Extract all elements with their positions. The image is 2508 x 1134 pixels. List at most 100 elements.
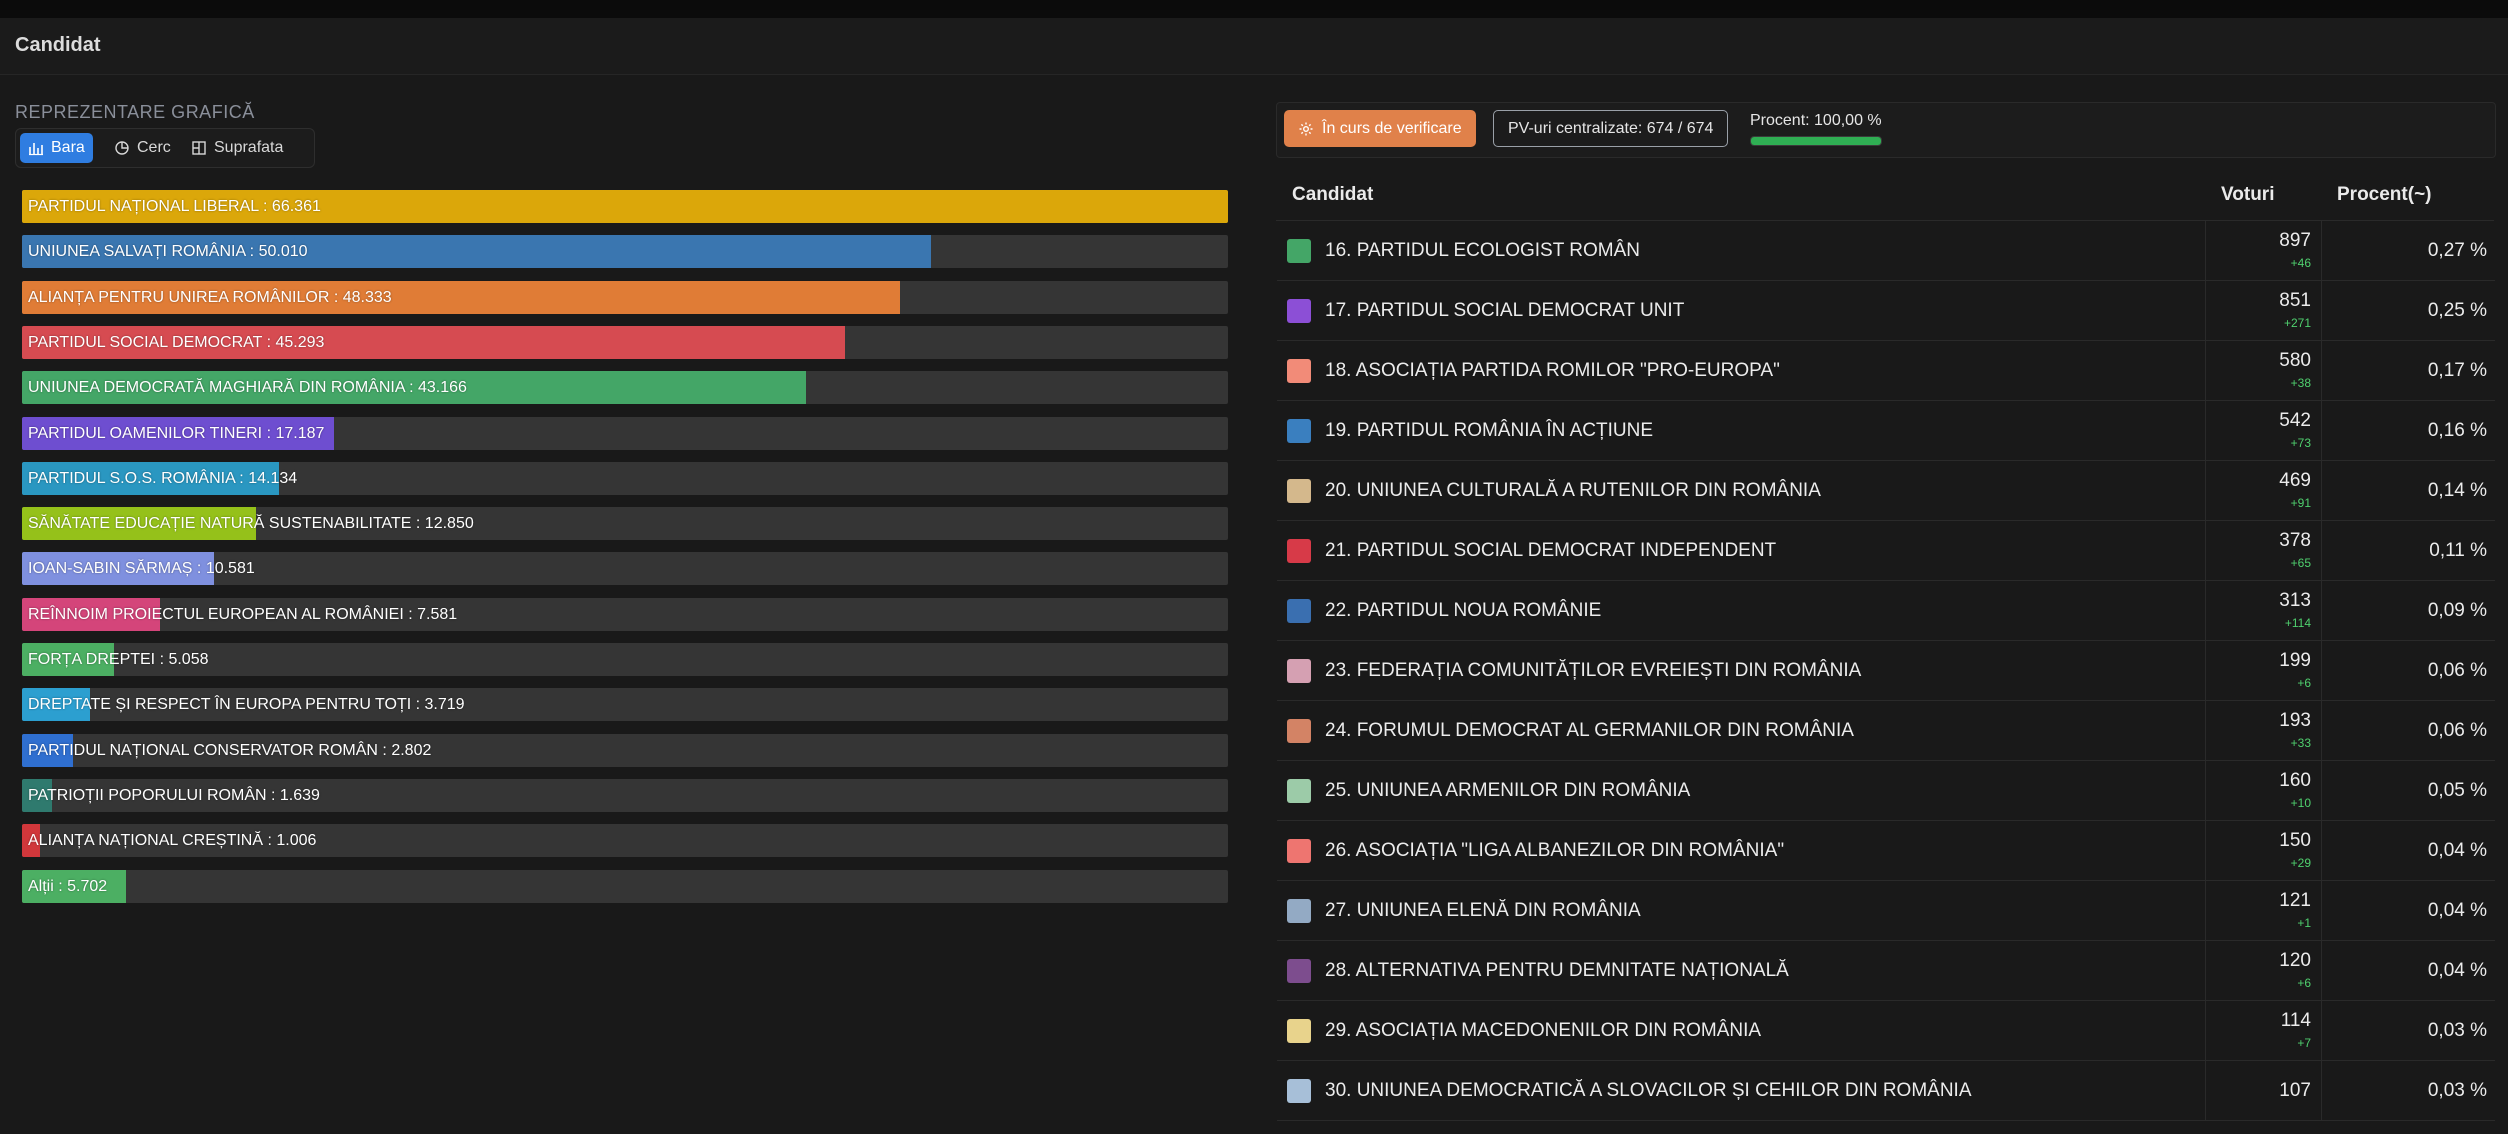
bar-row[interactable]: PARTIDUL SOCIAL DEMOCRAT : 45.293 xyxy=(22,326,1228,359)
table-row[interactable]: 26. ASOCIAȚIA "LIGA ALBANEZILOR DIN ROMÂ… xyxy=(1277,821,2495,881)
bar-row[interactable]: SĂNĂTATE EDUCAȚIE NATURĂ SUSTENABILITATE… xyxy=(22,507,1228,540)
table-row[interactable]: 27. UNIUNEA ELENĂ DIN ROMÂNIA 121 +1 0,04 % xyxy=(1277,881,2495,941)
bar-label: SĂNĂTATE EDUCAȚIE NATURĂ SUSTENABILITATE… xyxy=(28,515,474,532)
percent-value: 0,05 % xyxy=(2427,780,2487,801)
bar-row[interactable]: UNIUNEA SALVAȚI ROMÂNIA : 50.010 xyxy=(22,235,1228,268)
color-swatch xyxy=(1287,719,1311,743)
votes-value: 114 xyxy=(2280,1010,2311,1031)
color-swatch xyxy=(1287,959,1311,983)
color-swatch xyxy=(1287,779,1311,803)
votes-cell: 378 +65 xyxy=(2206,521,2322,580)
tab-suprafata[interactable]: Suprafata xyxy=(183,133,291,163)
votes-delta: +7 xyxy=(2297,1036,2311,1050)
percent-cell: 0,17 % xyxy=(2322,341,2495,400)
percent-cell: 0,04 % xyxy=(2322,821,2495,880)
votes-value: 580 xyxy=(2279,350,2311,371)
top-strip xyxy=(0,0,2508,18)
percent-value: 0,06 % xyxy=(2427,720,2487,741)
bar-row[interactable]: UNIUNEA DEMOCRATĂ MAGHIARĂ DIN ROMÂNIA :… xyxy=(22,371,1228,404)
bar-label: PARTIDUL S.O.S. ROMÂNIA : 14.134 xyxy=(28,470,298,487)
table-row[interactable]: 28. ALTERNATIVA PENTRU DEMNITATE NAȚIONA… xyxy=(1277,941,2495,1001)
bar-row[interactable]: PARTIDUL NAȚIONAL LIBERAL : 66.361 xyxy=(22,190,1228,223)
table-row[interactable]: 18. ASOCIAȚIA PARTIDA ROMILOR "PRO-EUROP… xyxy=(1277,341,2495,401)
bar-row[interactable]: Alții : 5.702 xyxy=(22,870,1228,903)
table-row[interactable]: 30. UNIUNEA DEMOCRATICĂ A SLOVACILOR ȘI … xyxy=(1277,1061,2495,1121)
table-row[interactable]: 29. ASOCIAȚIA MACEDONENILOR DIN ROMÂNIA 1… xyxy=(1277,1001,2495,1061)
bar xyxy=(22,417,334,450)
candidate-cell: 28. ALTERNATIVA PENTRU DEMNITATE NAȚIONA… xyxy=(1277,941,2206,1000)
bar xyxy=(22,870,126,903)
votes-cell: 121 +1 xyxy=(2206,881,2322,940)
votes-cell: 199 +6 xyxy=(2206,641,2322,700)
table-row[interactable]: 17. PARTIDUL SOCIAL DEMOCRAT UNIT 851 +271… xyxy=(1277,281,2495,341)
bar xyxy=(22,643,114,676)
votes-delta: +65 xyxy=(2290,556,2311,570)
table-row[interactable]: 25. UNIUNEA ARMENILOR DIN ROMÂNIA 160 +10 0… xyxy=(1277,761,2495,821)
bar-row[interactable]: ALIANȚA PENTRU UNIREA ROMÂNILOR : 48.333 xyxy=(22,281,1228,314)
candidate-cell: 18. ASOCIAȚIA PARTIDA ROMILOR "PRO-EUROP… xyxy=(1277,341,2206,400)
bar-row[interactable]: FORȚA DREPTEI : 5.058 xyxy=(22,643,1228,676)
candidate-name: 18. ASOCIAȚIA PARTIDA ROMILOR "PRO-EUROP… xyxy=(1325,360,1780,381)
table-row[interactable]: 21. PARTIDUL SOCIAL DEMOCRAT INDEPENDENT… xyxy=(1277,521,2495,581)
header-candidate[interactable]: Candidat xyxy=(1292,184,1374,205)
candidate-cell: 24. FORUMUL DEMOCRAT AL GERMANILOR DIN R… xyxy=(1277,701,2206,760)
page-title: Candidat xyxy=(15,34,101,56)
tab-label: Suprafata xyxy=(214,139,284,156)
verification-status-button[interactable]: În curs de verificare xyxy=(1284,110,1476,147)
votes-value: 199 xyxy=(2279,650,2311,671)
bar-row[interactable]: REÎNNOIM PROIECTUL EUROPEAN AL ROMÂNIEI … xyxy=(22,598,1228,631)
candidate-name: 25. UNIUNEA ARMENILOR DIN ROMÂNIA xyxy=(1325,780,1691,801)
percent-value: 0,06 % xyxy=(2427,660,2487,681)
candidate-name: 27. UNIUNEA ELENĂ DIN ROMÂNIA xyxy=(1325,900,1641,921)
bar xyxy=(22,598,160,631)
color-swatch xyxy=(1287,1019,1311,1043)
votes-delta: +6 xyxy=(2297,976,2311,990)
bar-label: Alții : 5.702 xyxy=(28,878,108,895)
tab-bara[interactable]: Bara xyxy=(20,133,93,163)
bar-row[interactable]: IOAN-SABIN SĂRMAȘ : 10.581 xyxy=(22,552,1228,585)
candidate-name: 30. UNIUNEA DEMOCRATICĂ A SLOVACILOR ȘI … xyxy=(1325,1080,1972,1101)
color-swatch xyxy=(1287,359,1311,383)
bar-label: REÎNNOIM PROIECTUL EUROPEAN AL ROMÂNIEI … xyxy=(28,606,458,623)
bar xyxy=(22,688,90,721)
votes-delta: +73 xyxy=(2290,436,2311,450)
table-row[interactable]: 19. PARTIDUL ROMÂNIA ÎN ACȚIUNE 542 +73 0,1… xyxy=(1277,401,2495,461)
bar xyxy=(22,552,214,585)
table-row[interactable]: 16. PARTIDUL ECOLOGIST ROMÂN 897 +46 0,27 % xyxy=(1277,221,2495,281)
bar xyxy=(22,824,40,857)
candidate-name: 17. PARTIDUL SOCIAL DEMOCRAT UNIT xyxy=(1325,300,1685,321)
votes-cell: 897 +46 xyxy=(2206,221,2322,280)
bar-label: PATRIOȚII POPORULUI ROMÂN : 1.639 xyxy=(28,787,320,804)
tab-cerc[interactable]: Cerc xyxy=(106,133,179,163)
candidate-name: 29. ASOCIAȚIA MACEDONENILOR DIN ROMÂNIA xyxy=(1325,1020,1762,1041)
pv-badge: PV-uri centralizate: 674 / 674 xyxy=(1493,110,1729,147)
color-swatch xyxy=(1287,899,1311,923)
table-row[interactable]: 24. FORUMUL DEMOCRAT AL GERMANILOR DIN R… xyxy=(1277,701,2495,761)
candidate-cell: 27. UNIUNEA ELENĂ DIN ROMÂNIA xyxy=(1277,881,2206,940)
bar-label: UNIUNEA DEMOCRATĂ MAGHIARĂ DIN ROMÂNIA :… xyxy=(28,379,467,396)
votes-value: 851 xyxy=(2279,290,2311,311)
votes-delta: +29 xyxy=(2290,856,2311,870)
votes-value: 160 xyxy=(2279,770,2311,791)
table-row[interactable]: 22. PARTIDUL NOUA ROMÂNIE 313 +114 0,09 % xyxy=(1277,581,2495,641)
bar-row[interactable]: PARTIDUL OAMENILOR TINERI : 17.187 xyxy=(22,417,1228,450)
bar-row[interactable]: DREPTATE ȘI RESPECT ÎN EUROPA PENTRU TOȚ… xyxy=(22,688,1228,721)
percent-cell: 0,03 % xyxy=(2322,1061,2495,1120)
candidate-name: 23. FEDERAȚIA COMUNITĂȚILOR EVREIEȘTI DI… xyxy=(1325,660,1862,681)
header-percent[interactable]: Procent(~) xyxy=(2337,184,2432,205)
percent-value: 0,25 % xyxy=(2427,300,2487,321)
header-votes[interactable]: Voturi xyxy=(2221,184,2275,205)
votes-cell: 542 +73 xyxy=(2206,401,2322,460)
percent-cell: 0,11 % xyxy=(2322,521,2495,580)
candidate-cell: 30. UNIUNEA DEMOCRATICĂ A SLOVACILOR ȘI … xyxy=(1277,1061,2206,1120)
candidate-name: 26. ASOCIAȚIA "LIGA ALBANEZILOR DIN ROMÂ… xyxy=(1325,840,1785,861)
bar-row[interactable]: ALIANȚA NAȚIONAL CREȘTINĂ : 1.006 xyxy=(22,824,1228,857)
bar-row[interactable]: PATRIOȚII POPORULUI ROMÂN : 1.639 xyxy=(22,779,1228,812)
table-row[interactable]: 20. UNIUNEA CULTURALĂ A RUTENILOR DIN RO… xyxy=(1277,461,2495,521)
bar-row[interactable]: PARTIDUL NAȚIONAL CONSERVATOR ROMÂN : 2.… xyxy=(22,734,1228,767)
bar-row[interactable]: PARTIDUL S.O.S. ROMÂNIA : 14.134 xyxy=(22,462,1228,495)
bar-chart-icon xyxy=(29,143,43,156)
candidate-cell: 26. ASOCIAȚIA "LIGA ALBANEZILOR DIN ROMÂ… xyxy=(1277,821,2206,880)
table-row[interactable]: 23. FEDERAȚIA COMUNITĂȚILOR EVREIEȘTI DI… xyxy=(1277,641,2495,701)
votes-value: 542 xyxy=(2279,410,2311,431)
